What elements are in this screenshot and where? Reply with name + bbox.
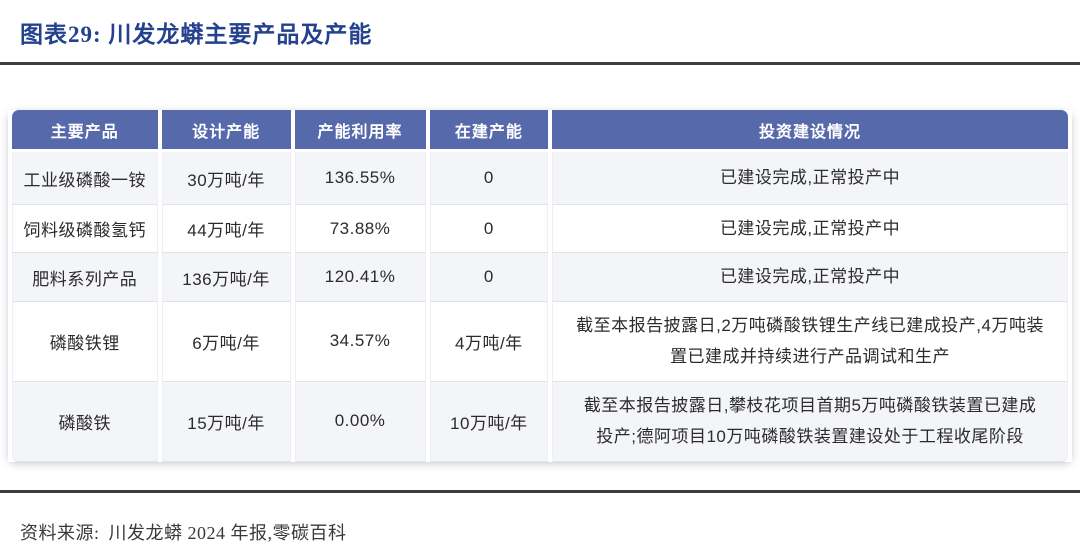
cell-product: 工业级磷酸一铵 (12, 152, 158, 204)
cell-utilization: 34.57% (294, 300, 426, 381)
cell-utilization: 73.88% (294, 204, 426, 253)
cell-design-capacity: 6万吨/年 (161, 300, 291, 381)
column-header-design-capacity: 设计产能 (161, 110, 291, 152)
cell-under-construction: 4万吨/年 (429, 300, 549, 381)
cell-investment-status: 截至本报告披露日,2万吨磷酸铁锂生产线已建成投产,4万吨装置已建成并持续进行产品… (552, 300, 1068, 381)
data-table: 主要产品 设计产能 产能利用率 在建产能 投资建设情况 工业级磷酸一铵 30万吨… (8, 110, 1072, 462)
cell-investment-status: 已建设完成,正常投产中 (552, 152, 1068, 204)
cell-design-capacity: 30万吨/年 (161, 152, 291, 204)
cell-under-construction: 10万吨/年 (429, 380, 549, 462)
source-label: 资料来源: (20, 523, 100, 543)
cell-design-capacity: 44万吨/年 (161, 204, 291, 253)
cell-utilization: 0.00% (294, 380, 426, 462)
products-capacity-table: 主要产品 设计产能 产能利用率 在建产能 投资建设情况 工业级磷酸一铵 30万吨… (8, 110, 1072, 462)
cell-product: 磷酸铁锂 (12, 300, 158, 381)
column-header-main-product: 主要产品 (12, 110, 158, 152)
cell-investment-status: 截至本报告披露日,攀枝花项目首期5万吨磷酸铁装置已建成投产;德阿项目10万吨磷酸… (552, 380, 1068, 462)
cell-investment-status: 已建设完成,正常投产中 (552, 204, 1068, 253)
column-header-utilization-rate: 产能利用率 (294, 110, 426, 152)
table-row: 磷酸铁 15万吨/年 0.00% 10万吨/年 截至本报告披露日,攀枝花项目首期… (12, 380, 1068, 462)
cell-under-construction: 0 (429, 152, 549, 204)
cell-under-construction: 0 (429, 252, 549, 301)
table-row: 饲料级磷酸氢钙 44万吨/年 73.88% 0 已建设完成,正常投产中 (12, 204, 1068, 253)
footer-divider (0, 490, 1080, 493)
cell-product: 磷酸铁 (12, 380, 158, 462)
source-note: 资料来源: 川发龙蟒 2024 年报,零碳百科 (20, 519, 351, 545)
table-row: 磷酸铁锂 6万吨/年 34.57% 4万吨/年 截至本报告披露日,2万吨磷酸铁锂… (12, 300, 1068, 381)
figure-title: 图表29: 川发龙蟒主要产品及产能 (20, 22, 373, 47)
title-divider (0, 62, 1080, 65)
table-header-row: 主要产品 设计产能 产能利用率 在建产能 投资建设情况 (12, 110, 1068, 152)
cell-design-capacity: 136万吨/年 (161, 252, 291, 301)
cell-product: 肥料系列产品 (12, 252, 158, 301)
cell-investment-status: 已建设完成,正常投产中 (552, 252, 1068, 301)
cell-product: 饲料级磷酸氢钙 (12, 204, 158, 253)
cell-utilization: 136.55% (294, 152, 426, 204)
source-text: 川发龙蟒 2024 年报,零碳百科 (108, 523, 347, 543)
table-row: 工业级磷酸一铵 30万吨/年 136.55% 0 已建设完成,正常投产中 (12, 152, 1068, 204)
column-header-under-construction: 在建产能 (429, 110, 549, 152)
cell-design-capacity: 15万吨/年 (161, 380, 291, 462)
column-header-investment-status: 投资建设情况 (552, 110, 1068, 152)
cell-utilization: 120.41% (294, 252, 426, 301)
table-row: 肥料系列产品 136万吨/年 120.41% 0 已建设完成,正常投产中 (12, 252, 1068, 301)
cell-under-construction: 0 (429, 204, 549, 253)
